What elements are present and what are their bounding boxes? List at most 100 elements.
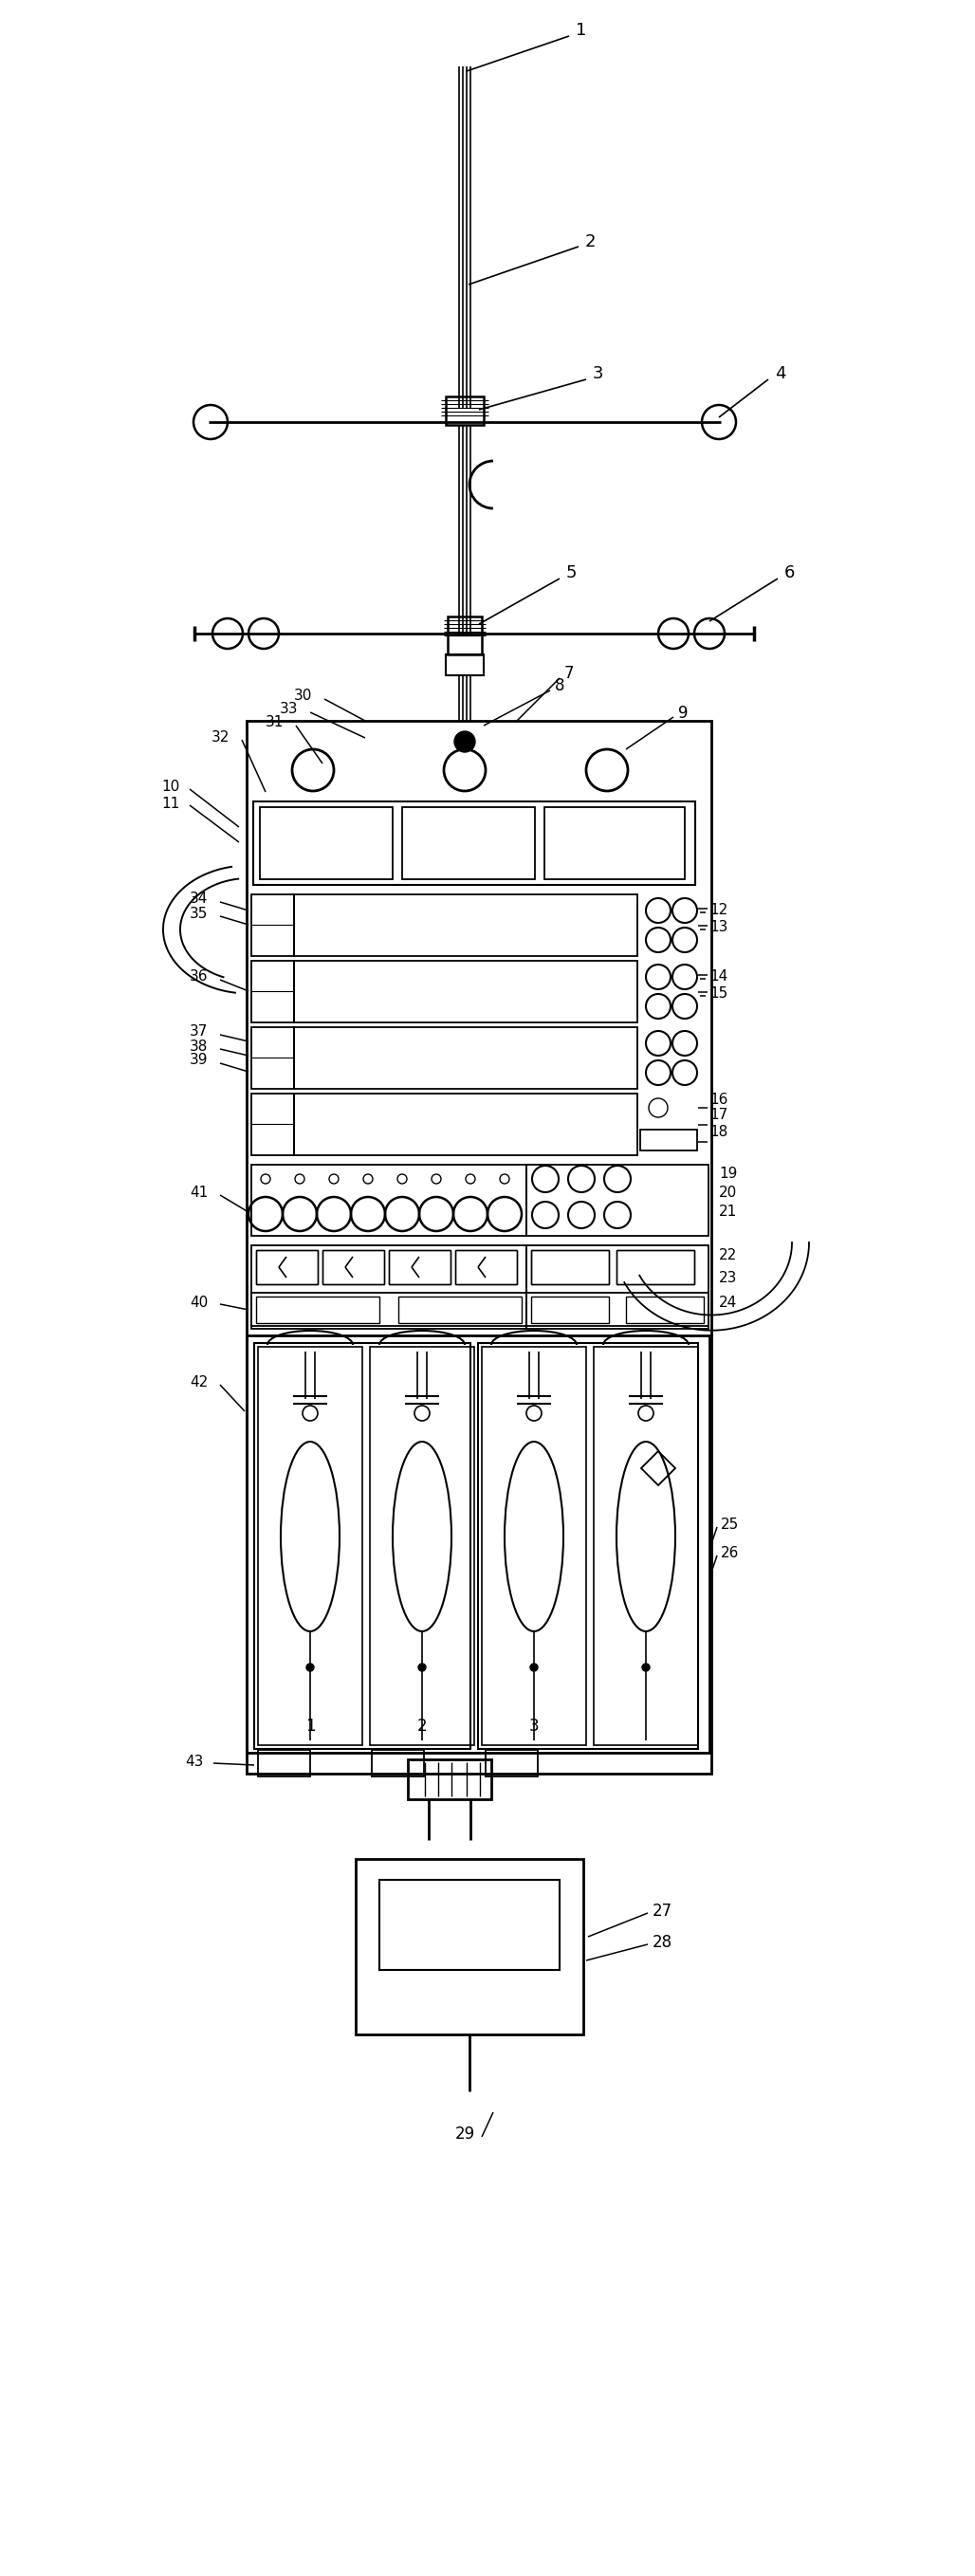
Bar — [323, 1249, 384, 1285]
Text: 14: 14 — [710, 969, 727, 984]
Text: 34: 34 — [190, 891, 208, 907]
Bar — [531, 1249, 609, 1285]
Bar — [455, 1249, 517, 1285]
Bar — [531, 1296, 609, 1324]
Bar — [254, 1342, 470, 1749]
Bar — [399, 1296, 522, 1324]
Bar — [256, 1249, 318, 1285]
Bar — [256, 1249, 318, 1285]
Bar — [294, 961, 638, 1023]
Bar — [294, 894, 638, 956]
Bar — [455, 1249, 517, 1285]
Bar — [594, 1347, 698, 1744]
Text: 19: 19 — [719, 1167, 737, 1182]
Bar — [482, 1347, 586, 1744]
Text: 43: 43 — [185, 1754, 204, 1767]
Text: 17: 17 — [710, 1108, 727, 1121]
Text: 9: 9 — [679, 706, 688, 721]
Bar — [389, 1249, 450, 1285]
Text: 15: 15 — [710, 987, 727, 1002]
Text: 4: 4 — [775, 366, 786, 381]
Bar — [294, 1095, 638, 1154]
Text: 31: 31 — [265, 716, 284, 729]
Text: 25: 25 — [721, 1517, 739, 1533]
Text: 29: 29 — [455, 2125, 475, 2143]
Text: 21: 21 — [719, 1206, 737, 1218]
Text: 2: 2 — [585, 234, 596, 250]
Text: 33: 33 — [280, 703, 298, 716]
Text: 5: 5 — [566, 564, 577, 582]
Bar — [252, 894, 294, 956]
Circle shape — [454, 732, 475, 752]
Text: 1: 1 — [575, 21, 587, 39]
Bar — [247, 721, 712, 1775]
Bar — [616, 1249, 694, 1285]
Circle shape — [418, 1664, 426, 1672]
Bar — [254, 801, 695, 886]
Bar — [323, 1249, 384, 1285]
Bar — [256, 1296, 379, 1324]
Bar — [370, 1347, 474, 1744]
Circle shape — [306, 1664, 314, 1672]
Text: 3: 3 — [593, 366, 604, 381]
Text: 7: 7 — [565, 665, 574, 683]
Bar — [356, 1860, 583, 2035]
Text: 36: 36 — [190, 969, 209, 984]
Bar — [478, 1342, 698, 1749]
Text: 30: 30 — [294, 688, 312, 703]
Bar — [448, 616, 482, 654]
Bar — [526, 1164, 709, 1236]
Bar — [486, 1749, 538, 1777]
Bar — [408, 1759, 491, 1798]
Text: 16: 16 — [710, 1092, 727, 1108]
Text: 12: 12 — [710, 904, 727, 917]
Text: 1: 1 — [305, 1718, 315, 1734]
Text: 32: 32 — [212, 732, 230, 744]
Text: 24: 24 — [719, 1296, 737, 1309]
Text: 40: 40 — [190, 1296, 208, 1309]
Bar — [526, 1293, 709, 1329]
Bar — [389, 1249, 450, 1285]
Bar — [402, 806, 535, 878]
Text: 11: 11 — [161, 796, 179, 811]
Bar — [260, 806, 393, 878]
Text: 8: 8 — [555, 677, 565, 696]
Bar — [616, 1249, 694, 1285]
Bar — [544, 806, 684, 878]
Bar — [294, 1028, 638, 1090]
Bar — [252, 1028, 294, 1090]
Bar — [446, 397, 484, 425]
Text: 35: 35 — [190, 907, 208, 920]
Bar — [252, 1293, 526, 1329]
Text: 6: 6 — [784, 564, 796, 582]
Text: 23: 23 — [719, 1273, 737, 1285]
Text: 42: 42 — [190, 1376, 208, 1391]
Bar — [446, 654, 484, 675]
Bar — [626, 1296, 704, 1324]
Text: 39: 39 — [190, 1054, 209, 1066]
Text: 3: 3 — [528, 1718, 539, 1734]
Text: 18: 18 — [710, 1123, 727, 1139]
Bar — [258, 1749, 310, 1777]
Circle shape — [530, 1664, 538, 1672]
Text: 10: 10 — [161, 781, 179, 793]
Text: 2: 2 — [417, 1718, 427, 1734]
Bar — [641, 1131, 697, 1151]
Bar — [252, 961, 294, 1023]
Bar — [252, 1244, 526, 1327]
Bar — [247, 1334, 710, 1752]
Bar — [379, 1880, 560, 1971]
Text: 28: 28 — [652, 1935, 673, 1950]
Bar — [531, 1249, 609, 1285]
Text: 20: 20 — [719, 1185, 737, 1200]
Text: 26: 26 — [721, 1546, 739, 1561]
Text: 37: 37 — [190, 1025, 208, 1038]
Text: 38: 38 — [190, 1038, 208, 1054]
Bar — [526, 1244, 709, 1327]
Bar — [252, 1095, 294, 1154]
Circle shape — [643, 1664, 649, 1672]
Bar — [258, 1347, 363, 1744]
Text: 22: 22 — [719, 1247, 737, 1262]
Text: 27: 27 — [652, 1904, 673, 1919]
Text: 13: 13 — [710, 920, 727, 935]
